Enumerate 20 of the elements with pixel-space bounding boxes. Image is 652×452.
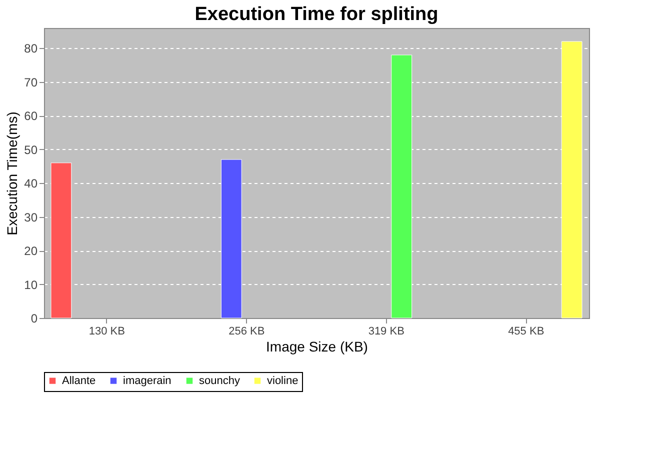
- x-axis-title: Image Size (KB): [266, 338, 368, 354]
- y-tick-label: 10: [24, 278, 38, 292]
- y-axis-title: Execution Time(ms): [4, 112, 20, 236]
- chart-title: Execution Time for spliting: [194, 4, 438, 25]
- y-tick-label: 30: [24, 210, 38, 224]
- y-tick-label: 0: [30, 312, 38, 326]
- x-tick-label: 319 KB: [368, 326, 404, 338]
- legend-label: Allante: [62, 374, 96, 387]
- y-tick-label: 80: [24, 42, 38, 56]
- y-tick-label: 50: [24, 142, 38, 157]
- y-tick-label: 40: [24, 176, 38, 191]
- x-tick-label: 455 KB: [508, 326, 544, 338]
- x-tick-label: 256 KB: [228, 326, 265, 338]
- y-tick-label: 20: [24, 244, 38, 258]
- y-tick-label: 60: [24, 109, 38, 124]
- legend-label: sounchy: [199, 374, 240, 387]
- legend-label: violine: [267, 374, 298, 387]
- y-tick-label: 70: [24, 75, 38, 90]
- legend-label: imagerain: [123, 374, 172, 387]
- x-tick-label: 130 KB: [88, 326, 125, 338]
